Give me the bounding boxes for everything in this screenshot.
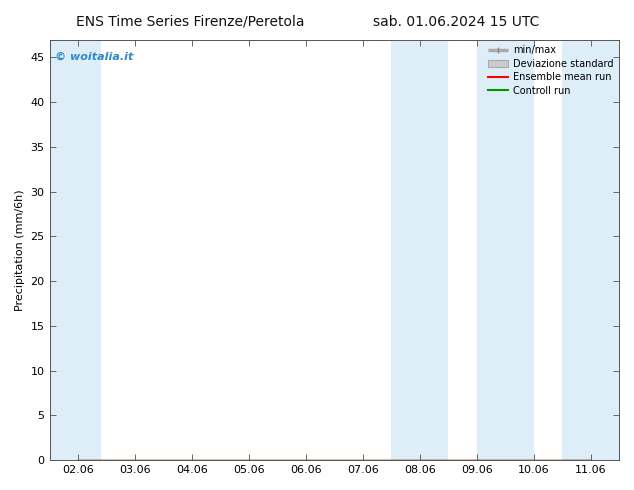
Bar	[562, 40, 619, 460]
Bar	[49, 40, 101, 460]
Bar	[391, 40, 448, 460]
Text: © woitalia.it: © woitalia.it	[55, 52, 134, 62]
Text: ENS Time Series Firenze/Peretola: ENS Time Series Firenze/Peretola	[76, 15, 304, 29]
Y-axis label: Precipitation (mm/6h): Precipitation (mm/6h)	[15, 189, 25, 311]
Text: sab. 01.06.2024 15 UTC: sab. 01.06.2024 15 UTC	[373, 15, 540, 29]
Legend: min/max, Deviazione standard, Ensemble mean run, Controll run: min/max, Deviazione standard, Ensemble m…	[486, 43, 616, 98]
Bar	[477, 40, 534, 460]
